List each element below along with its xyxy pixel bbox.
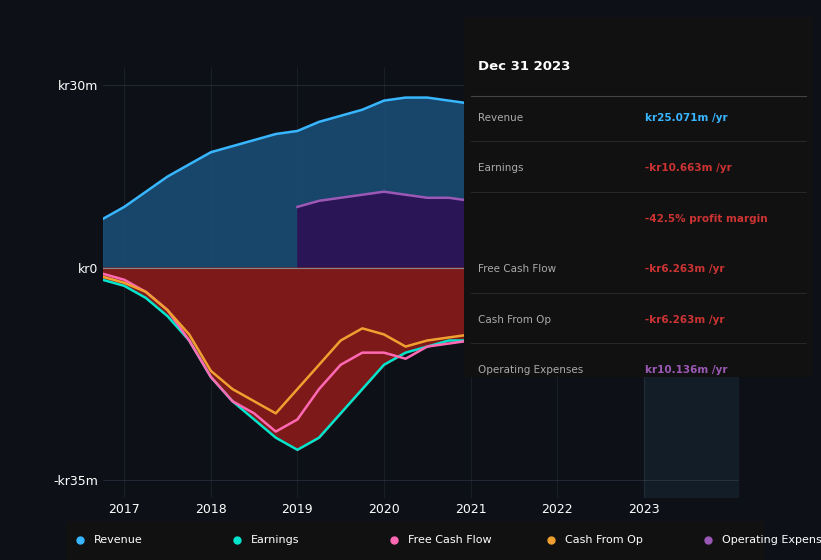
Text: Cash From Op: Cash From Op [565,535,643,545]
Text: Cash From Op: Cash From Op [478,315,551,325]
Text: Dec 31 2023: Dec 31 2023 [478,60,571,73]
Text: Earnings: Earnings [250,535,299,545]
Text: kr25.071m /yr: kr25.071m /yr [645,113,728,123]
Text: -kr6.263m /yr: -kr6.263m /yr [645,315,725,325]
Bar [644,67,739,498]
Text: -kr10.663m /yr: -kr10.663m /yr [645,164,732,173]
Text: Revenue: Revenue [478,113,523,123]
Text: Free Cash Flow: Free Cash Flow [407,535,491,545]
Text: -42.5% profit margin: -42.5% profit margin [645,214,768,224]
Text: Revenue: Revenue [94,535,142,545]
Text: kr10.136m /yr: kr10.136m /yr [645,365,727,375]
Text: Operating Expenses: Operating Expenses [478,365,583,375]
Text: Operating Expenses: Operating Expenses [722,535,821,545]
Text: Earnings: Earnings [478,164,523,173]
Text: -kr6.263m /yr: -kr6.263m /yr [645,264,725,274]
Text: Free Cash Flow: Free Cash Flow [478,264,556,274]
